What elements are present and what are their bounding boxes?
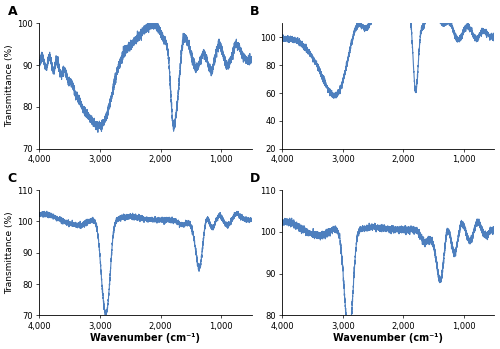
Y-axis label: Transmittance (%): Transmittance (%) <box>6 45 15 127</box>
Y-axis label: Transmittance (%): Transmittance (%) <box>6 211 15 294</box>
Text: B: B <box>250 6 260 18</box>
X-axis label: Wavenumber (cm⁻¹): Wavenumber (cm⁻¹) <box>334 333 444 343</box>
Text: C: C <box>8 172 16 185</box>
Text: A: A <box>8 6 17 18</box>
Text: D: D <box>250 172 260 185</box>
X-axis label: Wavenumber (cm⁻¹): Wavenumber (cm⁻¹) <box>90 333 200 343</box>
